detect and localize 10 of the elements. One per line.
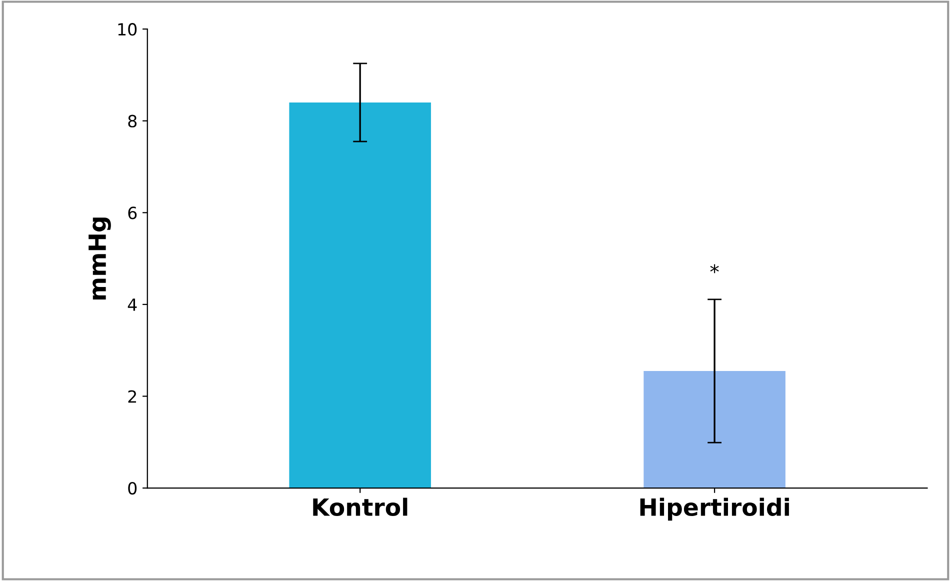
y-tick-label: 6	[128, 206, 137, 220]
annotation: *	[710, 264, 719, 274]
y-tick-label: 4	[128, 298, 137, 311]
x-tick-label: Hipertiroidi	[640, 498, 789, 521]
y-tick-label: 10	[118, 23, 137, 36]
y-axis-title: mmHg	[88, 218, 111, 300]
y-tick-label: 0	[128, 482, 137, 495]
x-tick-label: Kontrol	[313, 498, 408, 516]
y-tick-label: 2	[128, 390, 136, 403]
y-tick-label: 8	[128, 114, 137, 128]
